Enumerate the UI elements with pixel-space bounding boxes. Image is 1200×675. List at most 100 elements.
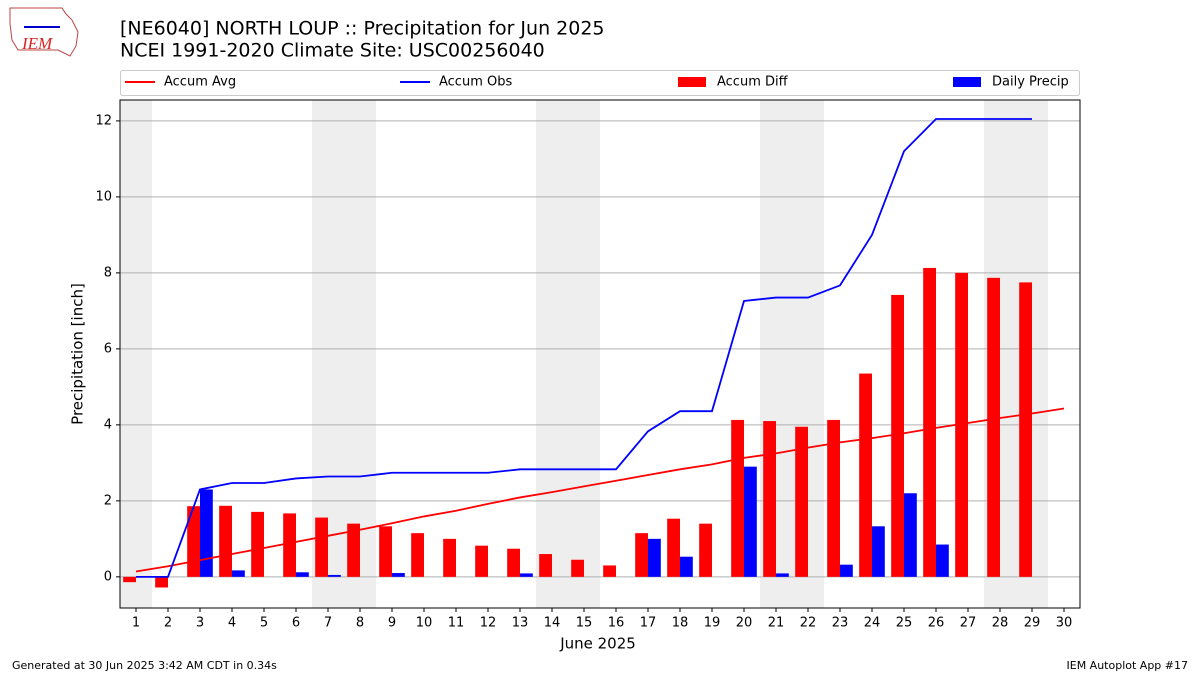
x-tick-label: 21 (768, 616, 785, 631)
bar (251, 511, 264, 577)
x-tick-label: 17 (640, 616, 657, 631)
bar (520, 573, 533, 577)
bar (155, 576, 168, 588)
y-axis-label: Precipitation [inch] (69, 283, 87, 425)
bar (923, 267, 936, 577)
bar (731, 419, 744, 577)
legend-label: Accum Avg (164, 75, 236, 90)
bar (232, 570, 245, 577)
x-tick-label: 29 (1024, 616, 1041, 631)
bar (411, 533, 424, 577)
y-tick-label: 4 (104, 417, 112, 432)
legend-label: Accum Diff (717, 75, 789, 90)
x-tick-label: 27 (960, 616, 977, 631)
legend-swatch (678, 77, 706, 87)
y-tick-label: 2 (104, 493, 112, 508)
weekend-shade (120, 100, 152, 608)
plot-frame (119, 99, 1081, 609)
bar (840, 564, 853, 577)
x-tick-label: 16 (608, 616, 625, 631)
y-tick-label: 12 (95, 113, 112, 128)
legend-box (120, 70, 1080, 96)
bar (475, 545, 488, 577)
bar (744, 466, 757, 577)
y-tick-label: 0 (104, 569, 112, 584)
bar (283, 513, 296, 577)
x-tick-label: 20 (736, 616, 753, 631)
bar (795, 426, 808, 577)
y-tick-label: 6 (104, 341, 112, 356)
footer-left: Generated at 30 Jun 2025 3:42 AM CDT in … (12, 659, 277, 672)
x-tick-label: 26 (928, 616, 945, 631)
logo-text: IEM (21, 34, 53, 53)
x-tick-label: 23 (832, 616, 849, 631)
bar (296, 572, 309, 577)
bar (187, 506, 200, 577)
bar (315, 517, 328, 577)
x-tick-label: 4 (228, 616, 236, 631)
bar (379, 526, 392, 577)
legend-swatch (953, 77, 981, 87)
line (136, 118, 1032, 578)
weekend-shade (536, 100, 600, 608)
bar (347, 523, 360, 577)
x-tick-label: 25 (896, 616, 913, 631)
bar (328, 574, 341, 577)
x-tick-label: 9 (388, 616, 396, 631)
x-tick-label: 14 (544, 616, 561, 631)
bar (1019, 282, 1032, 577)
x-tick-label: 22 (800, 616, 817, 631)
bar (667, 518, 680, 577)
bar (571, 559, 584, 577)
bar (955, 272, 968, 577)
bar (648, 538, 661, 577)
x-tick-label: 11 (448, 616, 465, 631)
y-tick-label: 10 (95, 189, 112, 204)
bar (200, 489, 213, 577)
bar (680, 556, 693, 577)
x-tick-label: 19 (704, 616, 721, 631)
x-tick-label: 28 (992, 616, 1009, 631)
bar (763, 421, 776, 577)
legend-label: Accum Obs (439, 75, 512, 90)
bar (443, 538, 456, 577)
bar (776, 573, 789, 577)
legend-label: Daily Precip (992, 75, 1069, 90)
x-tick-label: 1 (132, 616, 140, 631)
x-tick-label: 7 (324, 616, 332, 631)
x-tick-label: 18 (672, 616, 689, 631)
x-tick-label: 12 (480, 616, 497, 631)
x-tick-label: 8 (356, 616, 364, 631)
bar (539, 554, 552, 577)
bar (635, 533, 648, 577)
bar (603, 565, 616, 577)
y-tick-label: 8 (104, 265, 112, 280)
x-tick-label: 2 (164, 616, 172, 631)
bar (123, 576, 136, 583)
x-tick-label: 24 (864, 616, 881, 631)
bar (872, 526, 885, 577)
bar (219, 505, 232, 577)
bar (392, 573, 405, 577)
bar (987, 277, 1000, 577)
x-tick-label: 13 (512, 616, 529, 631)
bar (827, 419, 840, 577)
bar (699, 523, 712, 577)
x-tick-label: 3 (196, 616, 204, 631)
logo-outline (9, 7, 79, 57)
x-tick-label: 10 (416, 616, 433, 631)
chart-subtitle: NCEI 1991-2020 Climate Site: USC00256040 (120, 40, 545, 62)
x-tick-label: 15 (576, 616, 593, 631)
bar (859, 373, 872, 577)
bar (904, 493, 917, 577)
bar (936, 544, 949, 577)
line (135, 407, 1065, 573)
chart-title: [NE6040] NORTH LOUP :: Precipitation for… (120, 18, 605, 40)
bar (507, 548, 520, 577)
x-tick-label: 6 (292, 616, 300, 631)
bar (891, 294, 904, 577)
x-tick-label: 5 (260, 616, 268, 631)
x-tick-label: 30 (1056, 616, 1073, 631)
